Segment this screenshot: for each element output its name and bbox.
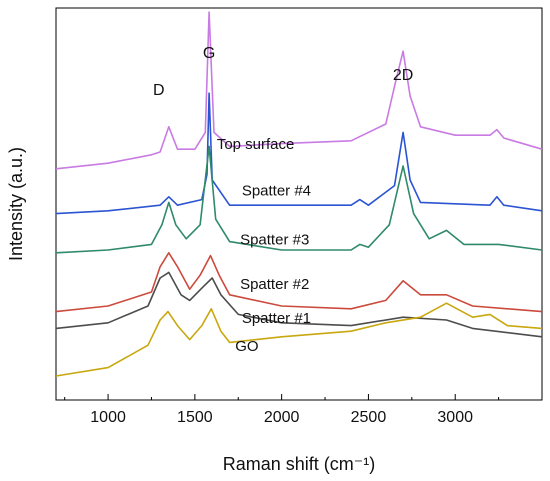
x-tick-label: 1500 [177, 409, 213, 426]
series-line-top-surface [55, 11, 543, 170]
x-axis-title: Raman shift (cm⁻¹) [223, 454, 376, 474]
peak-label: D [153, 82, 165, 99]
peak-label: G [203, 45, 215, 62]
series-label: Top surface [217, 136, 295, 153]
x-tick-label: 2500 [351, 409, 387, 426]
series-line-spatter-3 [55, 145, 543, 254]
series-label: Spatter #3 [240, 231, 309, 248]
x-tick-label: 3000 [437, 409, 473, 426]
peak-labels: D G 2D [153, 45, 413, 99]
series-label: GO [235, 338, 258, 355]
plot-frame [55, 7, 543, 401]
x-tick-label: 1000 [90, 409, 126, 426]
y-axis-title: Intensity (a.u.) [6, 147, 26, 261]
peak-label: 2D [393, 67, 413, 84]
series-label: Spatter #4 [242, 183, 311, 200]
series-label: Spatter #2 [240, 276, 309, 293]
x-axis-ticks: 1000 1500 2000 2500 3000 [64, 394, 500, 426]
series-line-spatter-2 [55, 252, 543, 313]
series-line-go [55, 302, 543, 377]
series-label: Spatter #1 [242, 310, 311, 327]
series-layer [55, 11, 543, 377]
x-tick-label: 2000 [264, 409, 300, 426]
series-labels: Top surface Spatter #4 Spatter #3 Spatter #… [217, 136, 311, 355]
series-line-spatter-4 [55, 92, 543, 215]
